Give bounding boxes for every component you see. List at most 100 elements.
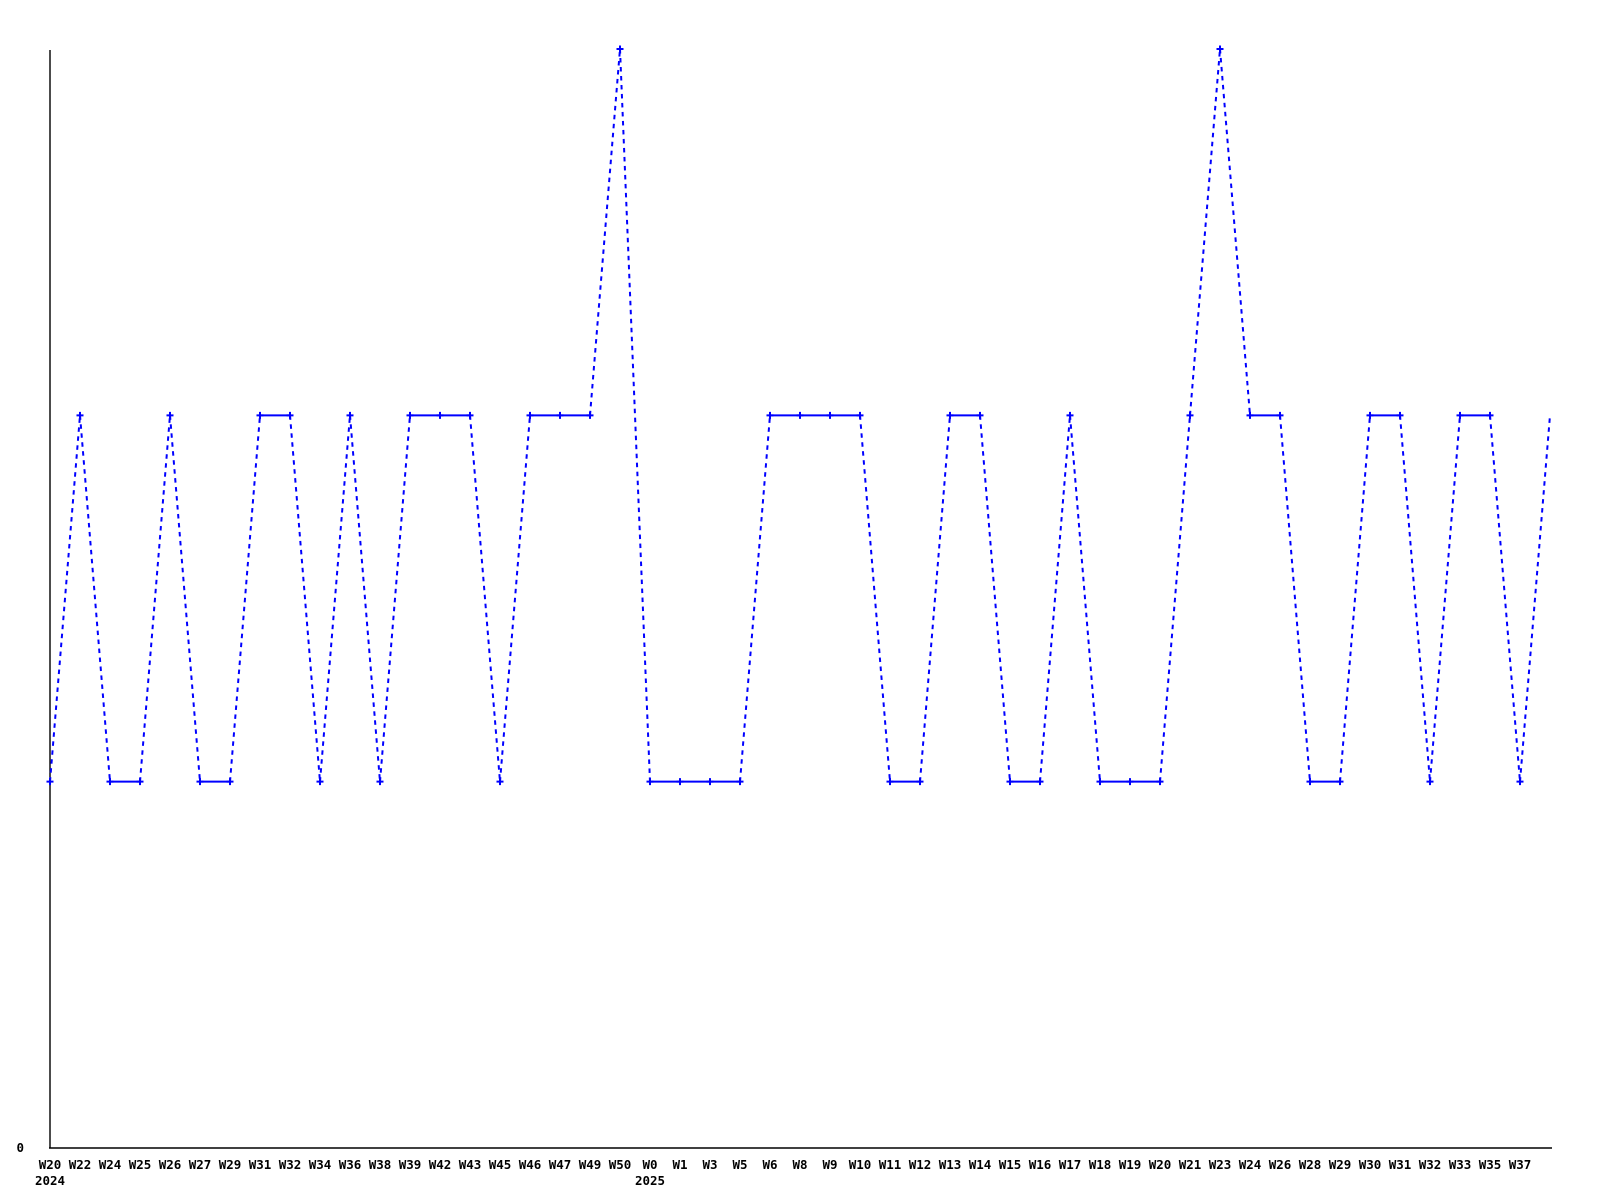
- plus-marker: [646, 778, 654, 786]
- x-tick-label: W30: [1359, 1157, 1382, 1172]
- plus-marker: [316, 778, 324, 786]
- line-segment: [1429, 415, 1461, 782]
- plus-marker: [1306, 778, 1314, 786]
- line-segment: [229, 415, 261, 782]
- plus-marker: [676, 778, 684, 786]
- line-segment: [1519, 415, 1551, 782]
- line-segment: [859, 415, 891, 782]
- x-tick-label: W27: [189, 1157, 212, 1172]
- x-tick-label: W8: [792, 1157, 807, 1172]
- plus-marker: [1336, 778, 1344, 786]
- x-tick-label: W3: [702, 1157, 717, 1172]
- x-tick-label: W22: [69, 1157, 92, 1172]
- plus-marker: [136, 778, 144, 786]
- plus-marker: [886, 778, 894, 786]
- x-tick-label: W14: [969, 1157, 992, 1172]
- x-tick-label: W32: [1419, 1157, 1442, 1172]
- year-label: 2024: [35, 1173, 65, 1188]
- line-segment: [1069, 415, 1101, 782]
- x-tick-label: W31: [1389, 1157, 1412, 1172]
- plus-marker: [1126, 778, 1134, 786]
- line-segment: [1279, 415, 1311, 782]
- x-tick-label: W25: [129, 1157, 152, 1172]
- x-tick-label: W20: [1149, 1157, 1172, 1172]
- plus-marker: [586, 411, 594, 419]
- x-tick-label: W24: [1239, 1157, 1262, 1172]
- x-tick-label: W26: [1269, 1157, 1292, 1172]
- x-tick-label: W19: [1119, 1157, 1142, 1172]
- plus-marker: [106, 778, 114, 786]
- plus-marker: [1486, 411, 1494, 419]
- x-tick-label: W29: [1329, 1157, 1352, 1172]
- x-tick-label: W33: [1449, 1157, 1472, 1172]
- x-tick-label: W24: [99, 1157, 122, 1172]
- x-axis-year-labels: 2024 2025: [35, 1173, 665, 1188]
- line-segment: [79, 415, 111, 782]
- x-tick-label: W17: [1059, 1157, 1082, 1172]
- line-segment: [349, 415, 381, 782]
- x-tick-label: W39: [399, 1157, 422, 1172]
- plus-marker: [1276, 411, 1284, 419]
- line-segment: [1039, 415, 1071, 782]
- plus-marker: [1456, 411, 1464, 419]
- line-segment: [49, 415, 81, 782]
- x-axis-tick-labels: W20 W22 W24 W25 W26 W27 W29 W31 W32 W34 W36 W38 W39 W…: [39, 1157, 1532, 1172]
- x-tick-label: W35: [1479, 1157, 1502, 1172]
- x-tick-label: W23: [1209, 1157, 1232, 1172]
- x-tick-label: W46: [519, 1157, 542, 1172]
- plus-marker: [76, 411, 84, 419]
- x-tick-label: W11: [879, 1157, 902, 1172]
- plus-marker: [1006, 778, 1014, 786]
- x-tick-label: W0: [642, 1157, 657, 1172]
- line-segment: [499, 415, 531, 782]
- plus-marker: [406, 411, 414, 419]
- line-segment: [919, 415, 951, 782]
- x-tick-label: W36: [339, 1157, 362, 1172]
- plus-marker: [616, 45, 624, 53]
- plus-marker: [1516, 778, 1524, 786]
- x-tick-label: W49: [579, 1157, 602, 1172]
- plus-marker: [166, 411, 174, 419]
- x-tick-label: W20: [39, 1157, 62, 1172]
- x-tick-label: W29: [219, 1157, 242, 1172]
- line-segment: [469, 415, 501, 782]
- x-tick-label: W9: [822, 1157, 837, 1172]
- line-segment: [1189, 48, 1221, 416]
- x-tick-label: W18: [1089, 1157, 1112, 1172]
- line-segment: [1489, 415, 1521, 782]
- x-tick-label: W6: [762, 1157, 777, 1172]
- line-segment: [739, 415, 771, 782]
- x-tick-label: W42: [429, 1157, 452, 1172]
- x-tick-label: W26: [159, 1157, 182, 1172]
- line-segment: [1159, 415, 1191, 782]
- plus-marker: [346, 411, 354, 419]
- plus-marker: [1366, 411, 1374, 419]
- plus-marker: [226, 778, 234, 786]
- plus-marker: [1066, 411, 1074, 419]
- line-segment: [319, 415, 351, 782]
- line-segment: [589, 48, 621, 416]
- line-segment: [619, 48, 651, 782]
- x-tick-label: W31: [249, 1157, 272, 1172]
- x-tick-label: W47: [549, 1157, 572, 1172]
- plus-marker: [196, 778, 204, 786]
- plus-marker: [376, 778, 384, 786]
- plus-marker: [916, 778, 924, 786]
- x-tick-label: W50: [609, 1157, 632, 1172]
- plus-marker: [946, 411, 954, 419]
- x-tick-label: W37: [1509, 1157, 1532, 1172]
- plus-marker: [796, 411, 804, 419]
- plus-marker: [1246, 411, 1254, 419]
- x-tick-label: W28: [1299, 1157, 1322, 1172]
- x-tick-label: W15: [999, 1157, 1022, 1172]
- line-segment: [139, 415, 171, 782]
- x-tick-label: W10: [849, 1157, 872, 1172]
- plus-marker: [1156, 778, 1164, 786]
- plus-marker: [436, 411, 444, 419]
- plus-marker: [286, 411, 294, 419]
- plus-marker: [1096, 778, 1104, 786]
- plus-marker: [766, 411, 774, 419]
- x-tick-label: W21: [1179, 1157, 1202, 1172]
